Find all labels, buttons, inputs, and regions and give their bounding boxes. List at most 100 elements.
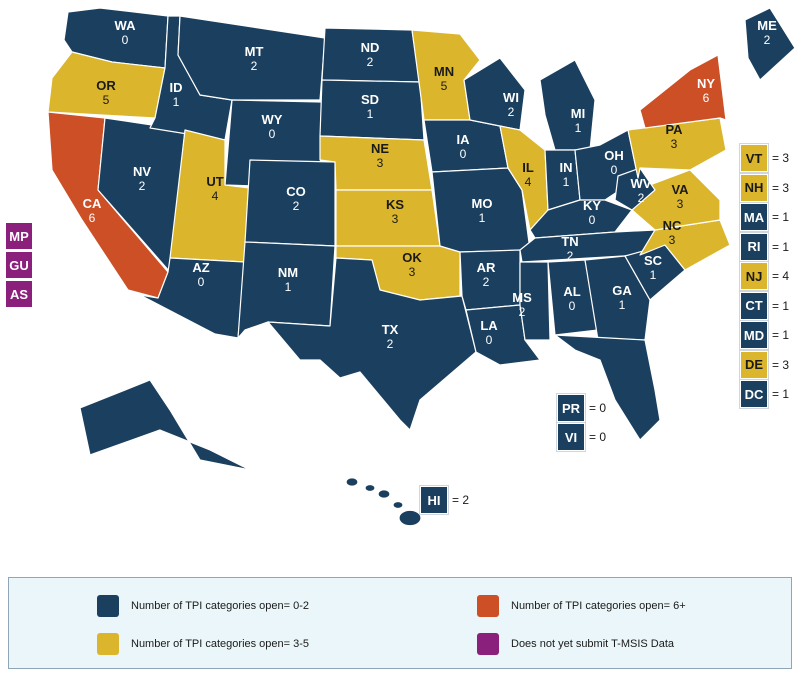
state-label-va: VA	[671, 182, 689, 197]
state-value-id: 1	[173, 95, 180, 109]
side-badge-vt: VT = 3	[740, 144, 789, 172]
side-badge-nj: NJ = 4	[740, 262, 789, 290]
state-value-mt: 2	[251, 59, 258, 73]
side-badge-ct: CT = 1	[740, 291, 789, 320]
state-label-ms: MS	[512, 290, 532, 305]
state-label-nd: ND	[361, 40, 380, 55]
state-value-az: 0	[198, 275, 205, 289]
state-value-ak: 0	[176, 402, 183, 416]
badge-code: CT	[740, 291, 768, 320]
state-value-ok: 3	[409, 265, 416, 279]
badge-value: = 0	[589, 401, 607, 415]
hawaii-island	[392, 500, 404, 510]
state-ny	[639, 54, 727, 129]
state-label-ga: GA	[612, 283, 632, 298]
state-label-wi: WI	[503, 90, 519, 105]
badge-value: = 1	[772, 239, 790, 254]
state-value-tx: 2	[387, 337, 394, 351]
state-value-ia: 0	[460, 147, 467, 161]
hawaii-island	[364, 483, 376, 493]
us-map: WA0OR5CA6NV2ID1MT2WY0UT4AZ0CO2NM1ND2SD1N…	[47, 7, 796, 527]
state-label-nc: NC	[663, 218, 682, 233]
hawaii-island	[377, 489, 391, 499]
state-fl	[554, 334, 661, 441]
state-value-wv: 2	[638, 191, 645, 205]
territory-badge-hi: HI = 2	[420, 486, 469, 514]
state-ga	[584, 255, 651, 341]
state-label-sc: SC	[644, 253, 663, 268]
state-label-mn: MN	[434, 64, 454, 79]
state-value-ne: 3	[377, 156, 384, 170]
state-value-ky: 0	[589, 213, 596, 227]
state-value-nv: 2	[139, 179, 146, 193]
state-tx	[267, 257, 477, 431]
hawaii-island	[398, 509, 422, 527]
badge-code: NJ	[740, 262, 768, 290]
state-label-wv: WV	[631, 176, 652, 191]
state-label-co: CO	[286, 184, 306, 199]
state-value-va: 3	[677, 197, 684, 211]
state-value-pa: 3	[671, 137, 678, 151]
legend-swatch	[97, 595, 119, 617]
state-value-co: 2	[293, 199, 300, 213]
state-value-ca: 6	[89, 211, 96, 225]
state-value-mi: 1	[575, 121, 582, 135]
legend-item: Number of TPI categories open= 3-5	[97, 633, 309, 655]
legend-item: Does not yet submit T-MSIS Data	[477, 633, 674, 655]
legend-label: Number of TPI categories open= 6+	[511, 600, 686, 612]
state-value-fl: 2	[656, 365, 663, 379]
badge-value: = 1	[772, 328, 790, 342]
state-value-me: 2	[764, 33, 771, 47]
state-label-az: AZ	[192, 260, 209, 275]
legend-swatch	[477, 595, 499, 617]
state-value-wy: 0	[269, 127, 276, 141]
state-label-nm: NM	[278, 265, 298, 280]
side-badge-dc: DC = 1	[740, 380, 789, 408]
state-ms	[519, 261, 551, 341]
state-value-sc: 1	[650, 268, 657, 282]
badge-code: DE	[740, 350, 768, 379]
badge-value: = 4	[772, 269, 790, 283]
badge-code: VT	[740, 144, 768, 172]
state-label-tx: TX	[382, 322, 399, 337]
side-badge-ri: RI = 1	[740, 232, 790, 261]
badge-code: VI	[557, 423, 585, 451]
territory-as: AS	[5, 280, 33, 308]
state-label-tn: TN	[561, 234, 578, 249]
state-value-in: 1	[563, 175, 570, 189]
state-label-mi: MI	[571, 106, 585, 121]
badge-code: PR	[557, 394, 585, 422]
side-badge-nh: NH = 3	[740, 173, 789, 202]
state-label-wa: WA	[115, 18, 137, 33]
side-badge-ma: MA = 1	[740, 203, 789, 231]
state-label-me: ME	[757, 18, 777, 33]
state-label-ky: KY	[583, 198, 601, 213]
state-label-mt: MT	[245, 44, 264, 59]
badge-code: RI	[740, 232, 768, 261]
state-label-fl: FL	[651, 350, 667, 365]
badge-code: HI	[420, 486, 448, 514]
state-label-ut: UT	[206, 174, 223, 189]
state-value-ms: 2	[519, 305, 526, 319]
territory-badge-pr: PR = 0	[557, 394, 606, 422]
side-badge-md: MD = 1	[740, 321, 789, 349]
state-label-sd: SD	[361, 92, 379, 107]
state-label-ak: AK	[170, 387, 189, 402]
state-label-ne: NE	[371, 141, 389, 156]
badge-value: = 3	[772, 151, 790, 165]
state-label-ar: AR	[477, 260, 496, 275]
state-value-wa: 0	[122, 33, 129, 47]
badge-value: = 1	[772, 387, 790, 401]
state-label-ok: OK	[402, 250, 422, 265]
hawaii-island	[345, 477, 359, 487]
state-value-mo: 1	[479, 211, 486, 225]
territory-gu: GU	[5, 251, 33, 279]
state-value-ny: 6	[703, 91, 710, 105]
state-ar	[459, 249, 521, 311]
state-me	[744, 7, 796, 81]
side-badge-de: DE = 3	[740, 350, 789, 379]
state-value-ga: 1	[619, 298, 626, 312]
legend-swatch	[477, 633, 499, 655]
state-value-mn: 5	[441, 79, 448, 93]
state-label-wy: WY	[262, 112, 283, 127]
